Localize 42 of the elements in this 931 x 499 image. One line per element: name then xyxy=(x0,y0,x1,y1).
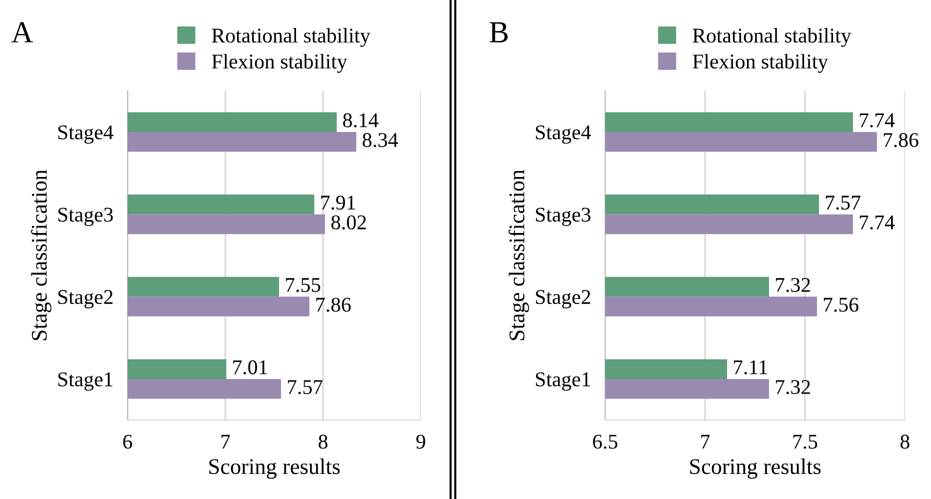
legend-label: Flexion stability xyxy=(212,54,348,73)
data-label: 7.57 xyxy=(288,380,322,394)
y-tick-label: Stage3 xyxy=(536,208,590,226)
x-tick-label: 7 xyxy=(701,434,710,449)
x-tick-label: 7.5 xyxy=(793,434,818,449)
y-tick-label: Stage3 xyxy=(58,208,113,226)
chart-title: B xyxy=(490,22,508,42)
data-label: 7.86 xyxy=(316,298,351,312)
y-tick-label: Stage4 xyxy=(58,125,114,144)
data-label: 7.56 xyxy=(824,298,858,312)
x-tick-label: 6 xyxy=(123,434,132,449)
data-label: 7.74 xyxy=(860,113,895,128)
data-label: 7.55 xyxy=(286,278,320,292)
data-label: 7.74 xyxy=(860,215,895,230)
data-label: 7.91 xyxy=(321,196,356,210)
x-tick-label: 7 xyxy=(221,434,230,449)
x-tick-label: 9 xyxy=(416,434,426,449)
y-tick-label: Stage1 xyxy=(536,372,590,391)
data-label: 7.32 xyxy=(776,380,810,394)
data-label: 8.14 xyxy=(343,113,378,128)
legend-label: Rotational stability xyxy=(212,28,370,47)
x-axis-title: Scoring results xyxy=(209,458,340,479)
data-label: 7.57 xyxy=(826,196,860,210)
legend-label: Rotational stability xyxy=(692,28,852,47)
y-tick-label: Stage4 xyxy=(536,125,591,144)
y-tick-label: Stage1 xyxy=(58,372,112,391)
data-label: 7.86 xyxy=(884,133,918,148)
x-tick-label: 8 xyxy=(900,434,910,449)
y-tick-label: Stage2 xyxy=(536,290,590,308)
data-label: 7.11 xyxy=(734,360,768,374)
y-axis-title: Stage classification xyxy=(508,170,530,340)
data-label: 8.34 xyxy=(362,133,398,148)
x-tick-label: 8 xyxy=(318,434,328,449)
y-axis-title: Stage classification xyxy=(30,170,52,340)
legend-label: Flexion stability xyxy=(692,54,828,73)
y-tick-label: Stage2 xyxy=(58,290,113,308)
data-label: 7.01 xyxy=(233,360,268,374)
data-label: 7.32 xyxy=(776,278,810,292)
data-label: 8.02 xyxy=(331,215,366,230)
x-axis-title: Scoring results xyxy=(690,458,821,479)
chart-title: A xyxy=(11,22,34,42)
x-tick-label: 6.5 xyxy=(593,434,618,449)
